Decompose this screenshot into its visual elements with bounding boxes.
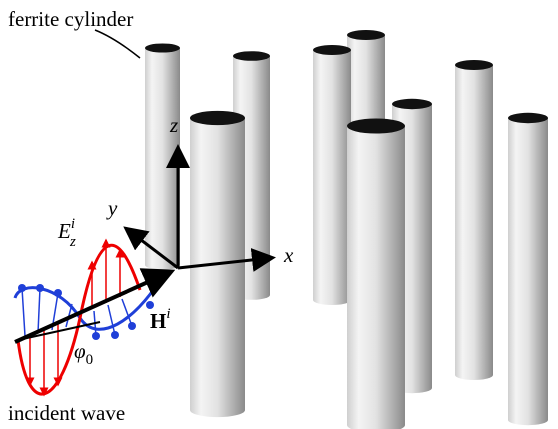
e-sub: z <box>69 234 76 250</box>
cylinder-part <box>347 118 405 133</box>
e-symbol: E <box>57 219 71 243</box>
cylinder-part <box>145 48 180 270</box>
h-symbol: H <box>150 309 166 333</box>
cylinder-part <box>455 65 493 380</box>
cylinder-part <box>508 118 548 425</box>
x-label: x <box>283 243 294 267</box>
pointer <box>95 30 140 58</box>
cylinder-part <box>190 111 245 125</box>
y-label: y <box>106 196 118 220</box>
cylinder-part <box>347 126 405 429</box>
cylinder-part <box>508 113 548 123</box>
z-label: z <box>169 113 178 137</box>
cylinder-part <box>392 99 432 109</box>
angle-label: φ0 <box>74 339 93 368</box>
diagram: ferrite cylinder incident wave z y x Eiz… <box>0 0 558 429</box>
ferrite-label: ferrite cylinder <box>8 7 133 31</box>
h-sup: i <box>166 306 170 322</box>
cylinder-part <box>347 30 385 40</box>
cylinder-part <box>455 60 493 70</box>
phi-sub: 0 <box>86 352 94 368</box>
wave-label: incident wave <box>8 401 125 425</box>
phi-symbol: φ <box>74 339 86 363</box>
h-field-label: Hi <box>150 306 171 333</box>
cylinder-part <box>313 50 351 305</box>
cylinder-part <box>313 45 351 55</box>
e-sup: i <box>71 216 75 232</box>
cylinder-part <box>190 118 245 417</box>
cylinder-part <box>233 51 270 61</box>
cylinders <box>145 30 548 429</box>
cylinder-part <box>145 43 180 52</box>
